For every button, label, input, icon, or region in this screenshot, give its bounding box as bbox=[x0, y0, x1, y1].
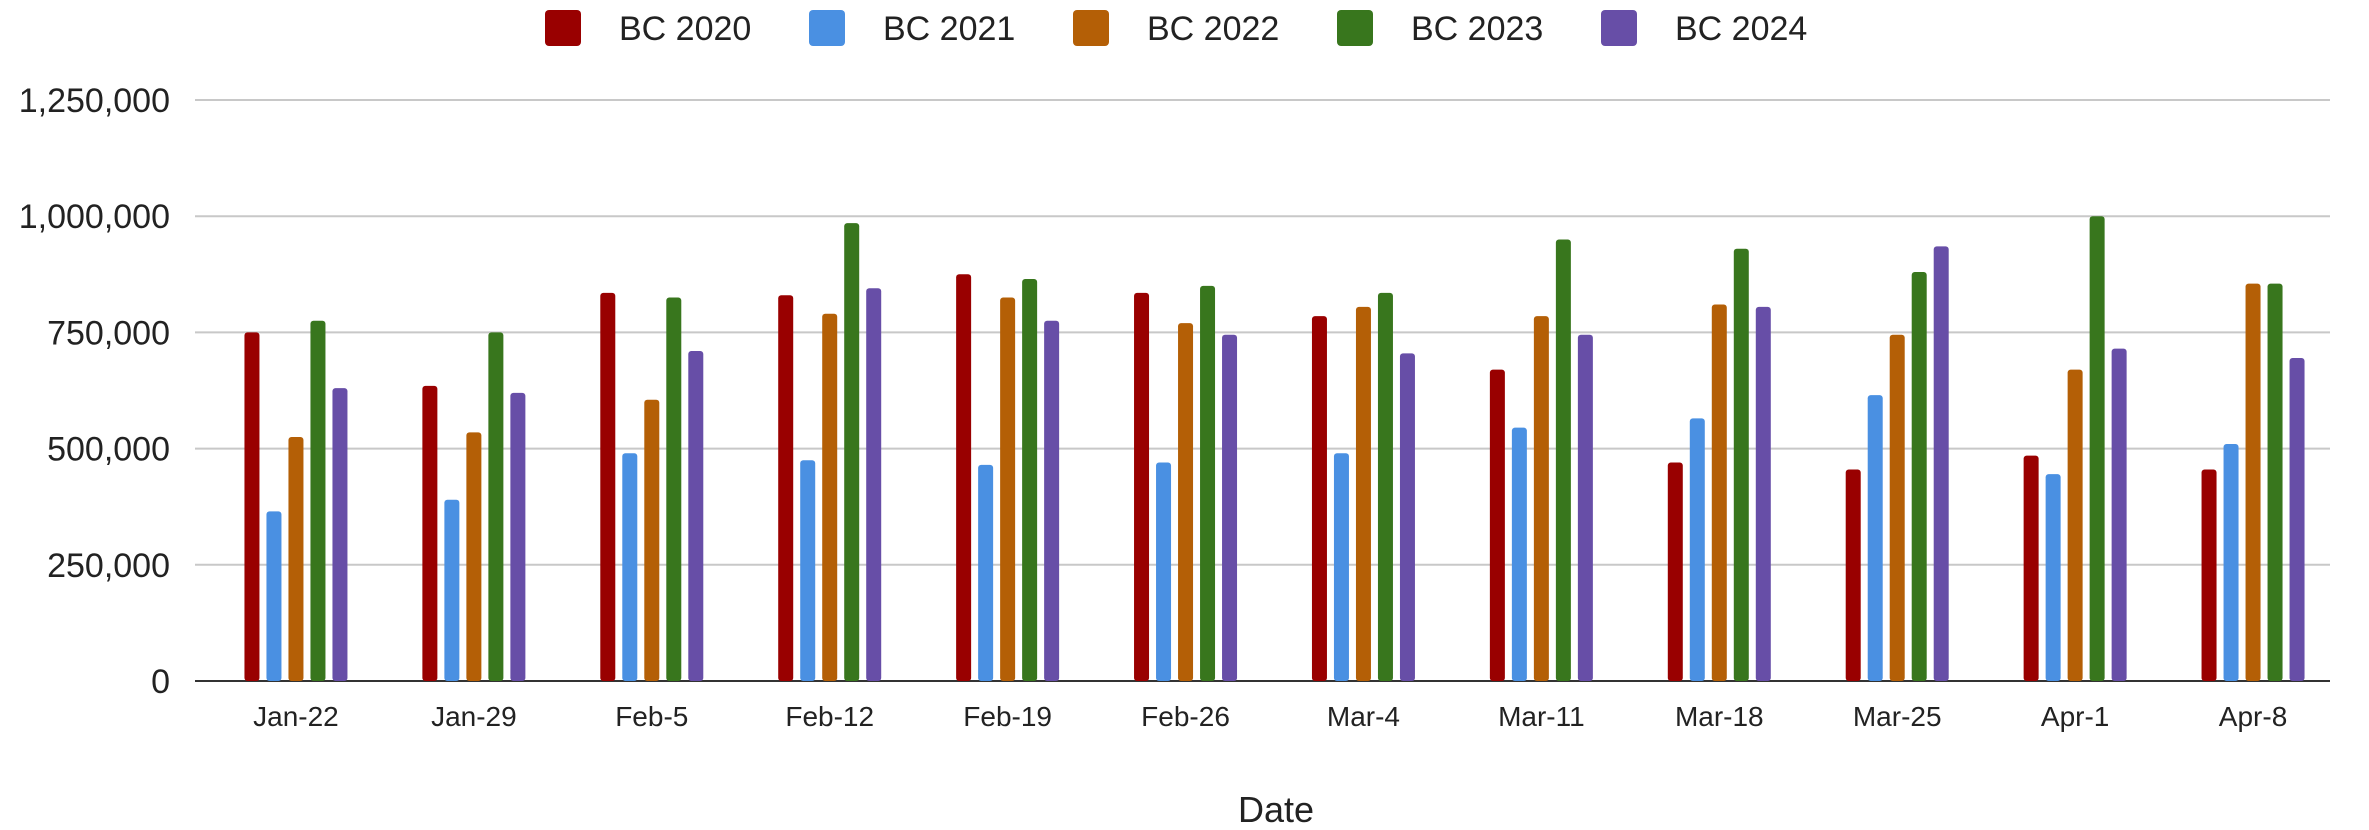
bar-bc-2020 bbox=[244, 332, 260, 681]
y-tick-label: 0 bbox=[151, 663, 170, 701]
bar-bc-2021 bbox=[978, 464, 994, 681]
bar-bc-2022 bbox=[1178, 323, 1194, 681]
bar-bc-2020 bbox=[1134, 292, 1150, 681]
bar-bc-2022 bbox=[1355, 306, 1371, 681]
bar-bc-2024 bbox=[1222, 334, 1238, 681]
bar-bc-2023 bbox=[2267, 283, 2283, 681]
bar-bc-2020 bbox=[600, 292, 616, 681]
bar-bc-2023 bbox=[1555, 239, 1571, 681]
bar-bc-2022 bbox=[1000, 297, 1016, 681]
legend-label: BC 2021 bbox=[883, 10, 1015, 48]
bar-bc-2021 bbox=[1689, 418, 1705, 681]
legend-label: BC 2024 bbox=[1675, 10, 1807, 48]
bar-bc-2024 bbox=[2111, 348, 2127, 681]
y-tick-label: 250,000 bbox=[47, 547, 170, 585]
x-tick-label: Apr-8 bbox=[2219, 701, 2287, 732]
bar-bc-2023 bbox=[1377, 292, 1393, 681]
bar-bc-2021 bbox=[1867, 395, 1883, 681]
bar-bc-2022 bbox=[1889, 334, 1905, 681]
legend-swatch bbox=[1073, 10, 1109, 46]
bars bbox=[244, 216, 2305, 682]
x-tick-label: Mar-18 bbox=[1675, 701, 1764, 732]
bar-bc-2023 bbox=[310, 320, 326, 681]
bar-bc-2020 bbox=[2201, 469, 2217, 681]
y-tick-label: 500,000 bbox=[47, 431, 170, 469]
bar-bc-2023 bbox=[1200, 285, 1216, 681]
bar-bc-2024 bbox=[688, 350, 704, 681]
bar-bc-2022 bbox=[2067, 369, 2083, 681]
bar-bc-2023 bbox=[2089, 216, 2105, 681]
bar-bc-2020 bbox=[1311, 316, 1327, 681]
bar-bc-2021 bbox=[444, 499, 460, 681]
bar-bc-2020 bbox=[778, 295, 794, 681]
legend-swatch bbox=[809, 10, 845, 46]
x-tick-label: Feb-19 bbox=[963, 701, 1052, 732]
bar-bc-2023 bbox=[666, 297, 682, 681]
bar-bc-2022 bbox=[1533, 316, 1549, 681]
bar-bc-2022 bbox=[2245, 283, 2261, 681]
x-tick-label: Apr-1 bbox=[2041, 701, 2109, 732]
bar-bc-2023 bbox=[1733, 248, 1749, 681]
bar-bc-2020 bbox=[2023, 455, 2039, 681]
bar-bc-2020 bbox=[422, 385, 438, 681]
bar-bc-2021 bbox=[266, 511, 282, 681]
bar-bc-2020 bbox=[956, 274, 972, 681]
bar-bc-2024 bbox=[1399, 353, 1415, 681]
x-tick-label: Jan-22 bbox=[253, 701, 339, 732]
bar-bc-2023 bbox=[488, 332, 504, 681]
bar-bc-2024 bbox=[1755, 306, 1771, 681]
bar-bc-2024 bbox=[332, 388, 348, 681]
x-tick-label: Jan-29 bbox=[431, 701, 517, 732]
bar-bc-2024 bbox=[1933, 246, 1949, 682]
bar-bc-2024 bbox=[2289, 357, 2305, 681]
bar-bc-2021 bbox=[2223, 443, 2239, 681]
y-tick-label: 1,250,000 bbox=[19, 82, 170, 120]
x-tick-label: Feb-12 bbox=[785, 701, 874, 732]
legend-label: BC 2023 bbox=[1411, 10, 1543, 48]
y-axis-ticks: 0 250,000 500,000 750,000 1,000,000 1,250,000 bbox=[19, 82, 170, 701]
x-tick-label: Feb-26 bbox=[1141, 701, 1230, 732]
bar-bc-2022 bbox=[822, 313, 838, 681]
bar-bc-2020 bbox=[1845, 469, 1861, 681]
gridlines bbox=[195, 99, 2330, 682]
bar-bc-2021 bbox=[800, 460, 816, 681]
bar-bc-2021 bbox=[1156, 462, 1172, 681]
bar-bc-2024 bbox=[1044, 320, 1060, 681]
bar-bc-2022 bbox=[288, 436, 304, 681]
bar-bc-2022 bbox=[1711, 304, 1727, 681]
bar-bc-2024 bbox=[866, 288, 882, 681]
bar-bc-2024 bbox=[1577, 334, 1593, 681]
bar-bc-2021 bbox=[622, 453, 638, 681]
legend-label: BC 2022 bbox=[1147, 10, 1279, 48]
bar-bc-2023 bbox=[1022, 278, 1038, 681]
x-tick-label: Mar-11 bbox=[1498, 701, 1585, 732]
x-tick-label: Mar-25 bbox=[1853, 701, 1942, 732]
legend-swatch bbox=[545, 10, 581, 46]
y-tick-label: 750,000 bbox=[47, 314, 170, 352]
bar-bc-2024 bbox=[510, 392, 526, 681]
legend-label: BC 2020 bbox=[619, 10, 751, 48]
legend-swatch bbox=[1601, 10, 1637, 46]
bar-bc-2023 bbox=[1911, 271, 1927, 681]
bar-bc-2023 bbox=[844, 223, 860, 681]
bar-bc-2022 bbox=[466, 432, 482, 681]
x-axis-title: Date bbox=[1238, 789, 1314, 830]
bar-bc-2022 bbox=[644, 399, 660, 681]
bar-bc-2020 bbox=[1667, 462, 1683, 681]
x-axis-ticks: Jan-22 Jan-29 Feb-5 Feb-12 Feb-19 Feb-26 Mar-4… bbox=[253, 701, 2287, 732]
bar-bc-2021 bbox=[1511, 427, 1527, 681]
legend-swatch bbox=[1337, 10, 1373, 46]
legend: BC 2020 BC 2021 BC 2022 BC 2023 BC 2024 bbox=[545, 10, 1807, 48]
bar-bc-2021 bbox=[2045, 474, 2061, 681]
x-tick-label: Mar-4 bbox=[1327, 701, 1400, 732]
y-tick-label: 1,000,000 bbox=[19, 198, 170, 236]
bar-bc-2020 bbox=[1489, 369, 1505, 681]
x-tick-label: Feb-5 bbox=[615, 701, 688, 732]
bar-bc-2021 bbox=[1333, 453, 1349, 681]
